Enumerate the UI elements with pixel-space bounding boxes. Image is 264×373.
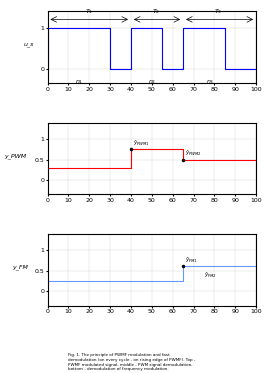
Y-axis label: u_s: u_s [24,42,34,47]
Text: $\hat{y}_{FM2}$: $\hat{y}_{FM2}$ [204,270,217,280]
Text: $\hat{y}_{PWM1}$: $\hat{y}_{PWM1}$ [133,138,150,148]
Text: $n_2$: $n_2$ [148,78,156,86]
Text: $T_1$: $T_1$ [85,7,93,16]
Text: $\hat{y}_{PWM2}$: $\hat{y}_{PWM2}$ [185,148,202,158]
Text: Fig. 1. The principle of PWMF modulation and fast
demodulation (on every cycle -: Fig. 1. The principle of PWMF modulation… [68,353,196,371]
Text: $T_3$: $T_3$ [214,7,223,16]
Text: $n_3$: $n_3$ [206,78,214,86]
Text: $n_1$: $n_1$ [75,78,83,86]
Y-axis label: y_PWM: y_PWM [4,153,26,159]
Y-axis label: y_FM: y_FM [12,264,28,270]
Text: $\hat{y}_{FM1}$: $\hat{y}_{FM1}$ [185,255,198,265]
Text: $T_2$: $T_2$ [152,7,160,16]
